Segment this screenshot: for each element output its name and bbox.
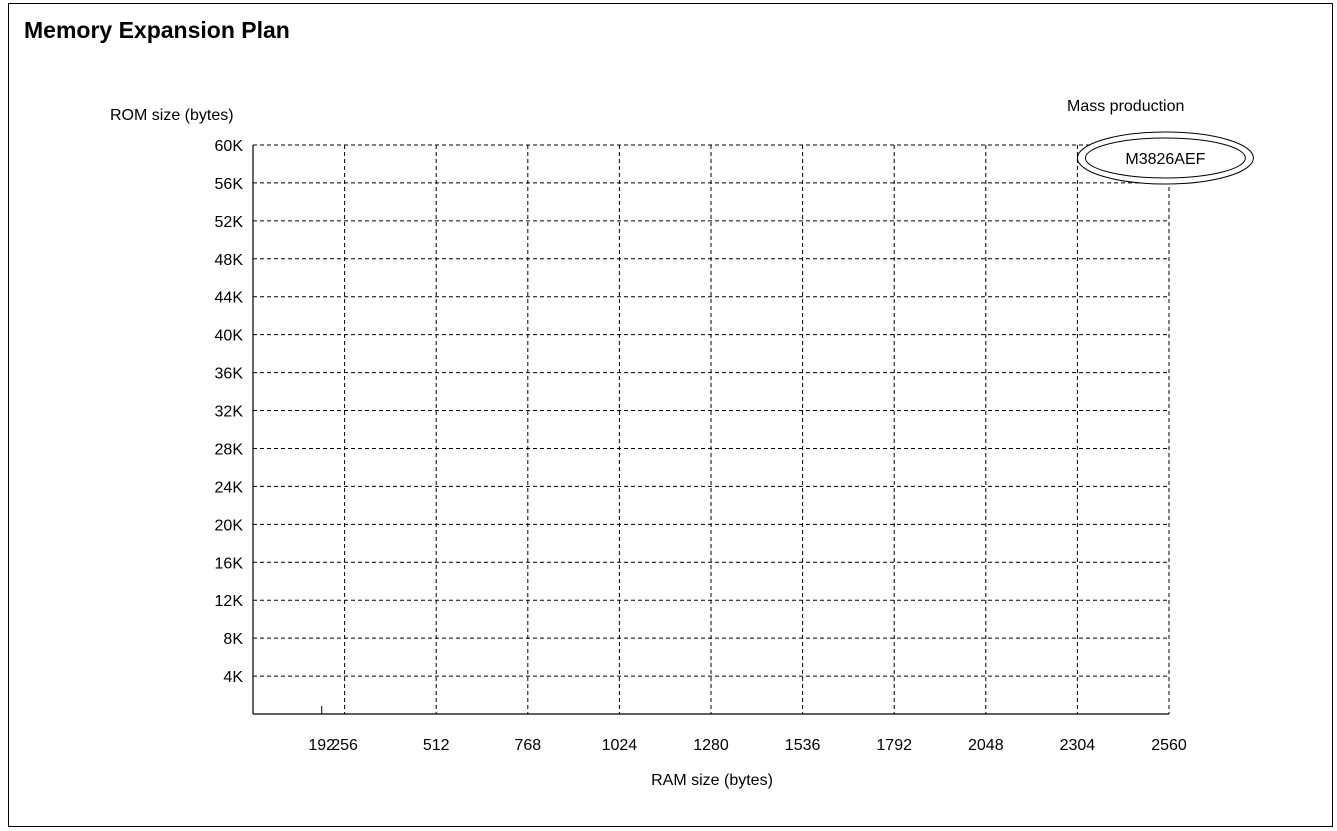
y-tick-40K: 40K [215,328,244,345]
y-tick-56K: 56K [215,176,244,193]
y-tick-labels: 4K 8K 12K 16K 20K 24K 28K 32K 36K 40K 44K 48K 52K 56K… [215,138,244,686]
legend-label-mass-production: Mass production [1067,98,1184,115]
y-tick-32K: 32K [215,404,244,421]
y-tick-44K: 44K [215,290,244,307]
x-tick-2560: 2560 [1151,737,1187,754]
x-tick-512: 512 [423,737,450,754]
grid-lines [253,144,1170,714]
x-tick-1280: 1280 [693,737,729,754]
product-M3826AEF: M3826AEF [1076,131,1254,185]
chart-title: Memory Expansion Plan [24,17,290,43]
x-tick-1024: 1024 [602,737,638,754]
axes [252,145,1169,715]
y-tick-28K: 28K [215,441,244,458]
y-tick-16K: 16K [215,555,244,572]
product-label: M3826AEF [1125,151,1205,168]
y-axis-label: ROM size (bytes) [110,107,234,124]
figure-frame [8,3,1333,827]
x-tick-2048: 2048 [968,737,1004,754]
product-outer-ellipse [1076,131,1254,185]
y-tick-8K: 8K [223,631,243,648]
y-tick-36K: 36K [215,366,244,383]
x-tick-256: 256 [331,737,358,754]
x-tick-192: 192 [308,737,335,754]
x-axis-label: RAM size (bytes) [651,772,773,789]
x-tick-2304: 2304 [1060,737,1096,754]
product-inner-ellipse [1084,137,1246,179]
data-points: M3826AEF [1076,131,1254,185]
y-tick-48K: 48K [215,252,244,269]
y-tick-4K: 4K [223,669,243,686]
y-tick-20K: 20K [215,517,244,534]
y-tick-52K: 52K [215,214,244,231]
y-tick-60K: 60K [215,138,244,155]
y-tick-12K: 12K [215,593,244,610]
x-tick-1792: 1792 [876,737,912,754]
x-tick-768: 768 [514,737,541,754]
y-tick-24K: 24K [215,479,244,496]
x-tick-1536: 1536 [785,737,821,754]
